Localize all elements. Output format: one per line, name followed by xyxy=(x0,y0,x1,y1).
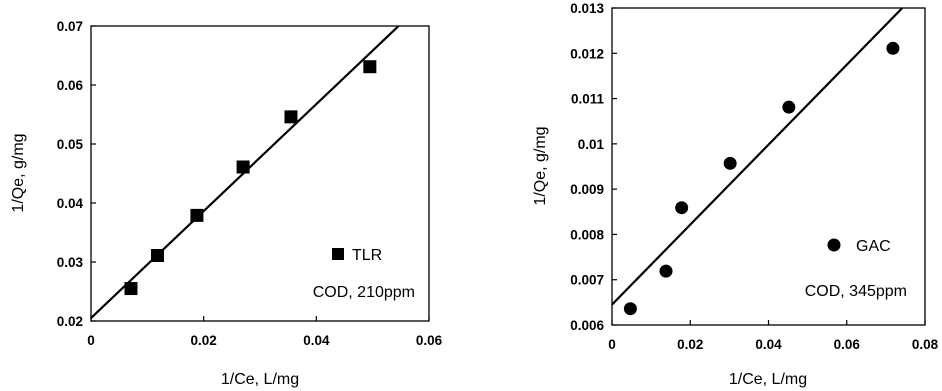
legend-label-gac: GAC xyxy=(856,238,891,255)
data-point xyxy=(124,282,138,296)
y-tick-label: 0.07 xyxy=(57,19,83,34)
data-point xyxy=(886,41,900,55)
plot-area-frame xyxy=(611,7,926,326)
y-tick-label: 0.006 xyxy=(570,318,604,333)
data-point xyxy=(284,110,298,124)
y-tick-label: 0.02 xyxy=(57,314,83,329)
data-points xyxy=(611,7,904,316)
legend-marker-gac xyxy=(827,238,841,252)
x-tick-label: 0 xyxy=(87,333,95,348)
y-tick-label: 0.008 xyxy=(570,227,604,242)
y-tick-label: 0.06 xyxy=(57,78,84,93)
x-axis-ticks: 0 0.02 0.04 0.06 xyxy=(87,316,443,348)
plot-area-frame xyxy=(90,25,430,322)
x-tick-label: 0 xyxy=(608,337,616,352)
y-axis-ticks: 0.006 0.007 0.008 0.009 0.01 0.011 0.012 0.013 xyxy=(570,1,617,333)
data-point xyxy=(150,249,164,263)
x-axis-title: 1/Ce, L/mg xyxy=(729,371,807,388)
chart-cod-345: 0.0060.0070.0080.0090.010.0110.0120.013 … xyxy=(532,1,939,388)
x-tick-label: 0.04 xyxy=(755,337,782,352)
y-tick-label: 0.03 xyxy=(57,255,84,270)
annotation-cod-345: COD, 345ppm xyxy=(805,283,907,300)
y-tick-label: 0.01 xyxy=(578,137,605,152)
data-point xyxy=(659,264,673,278)
x-tick-label: 0.04 xyxy=(303,333,330,348)
chart-cod-210: 0.02 0.03 0.04 0.05 0.06 0.07 0 0.02 0.04 0.06 1… xyxy=(10,19,443,388)
y-tick-label: 0.012 xyxy=(570,46,604,61)
y-tick-label: 0.05 xyxy=(57,137,84,152)
data-points xyxy=(90,25,400,319)
data-point xyxy=(782,100,796,114)
y-axis-title: 1/Qe, g/mg xyxy=(532,126,549,205)
x-axis-title: 1/Ce, L/mg xyxy=(221,371,299,388)
legend-label-tlr: TLR xyxy=(352,247,382,264)
y-axis-ticks: 0.02 0.03 0.04 0.05 0.06 0.07 xyxy=(57,19,96,329)
x-tick-label: 0.02 xyxy=(677,337,703,352)
y-tick-label: 0.011 xyxy=(571,92,605,107)
x-axis-ticks: 0 0.02 0.04 0.06 0.08 xyxy=(608,320,939,352)
y-tick-label: 0.007 xyxy=(570,273,604,288)
x-tick-label: 0.06 xyxy=(416,333,443,348)
data-point xyxy=(190,208,204,222)
legend-marker-tlr xyxy=(332,248,344,260)
data-point xyxy=(363,60,377,74)
y-axis-title: 1/Qe, g/mg xyxy=(10,133,27,212)
data-point xyxy=(723,156,737,170)
annotation-cod-210: COD, 210ppm xyxy=(313,284,415,301)
data-point xyxy=(236,160,250,174)
y-tick-label: 0.04 xyxy=(57,196,84,211)
x-tick-label: 0.08 xyxy=(912,337,939,352)
y-tick-label: 0.013 xyxy=(570,1,604,16)
data-point xyxy=(623,302,637,316)
x-tick-label: 0.06 xyxy=(834,337,861,352)
data-point xyxy=(675,201,689,215)
x-tick-label: 0.02 xyxy=(191,333,217,348)
trendline xyxy=(611,7,904,306)
y-tick-label: 0.009 xyxy=(570,182,604,197)
